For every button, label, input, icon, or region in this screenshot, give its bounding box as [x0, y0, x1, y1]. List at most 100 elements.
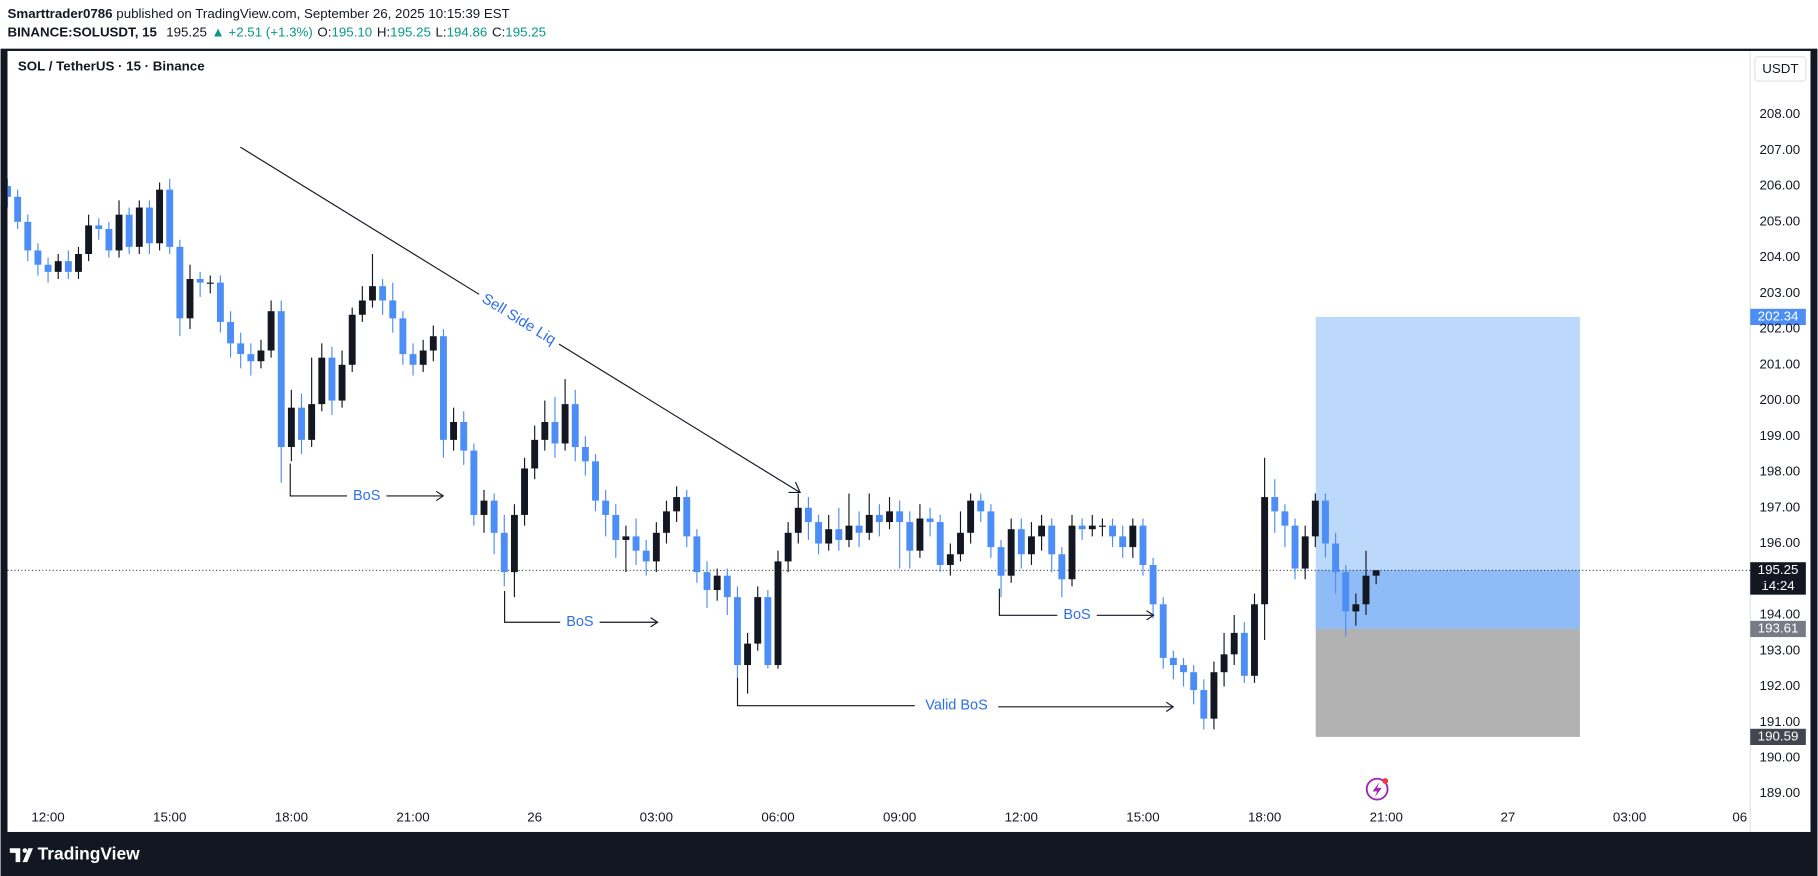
y-tick-label: 191.00	[1760, 714, 1801, 729]
candle-body	[1200, 690, 1208, 719]
candle-body	[571, 404, 579, 448]
x-tick-label: 15:00	[153, 810, 186, 825]
ohlc-value: 195.10	[332, 24, 373, 39]
x-tick-label: 21:00	[396, 810, 429, 825]
candle-body	[399, 318, 407, 355]
ohlc-value: 194.86	[447, 24, 488, 39]
annotation: Valid BoS	[925, 697, 987, 713]
candle-body	[318, 357, 326, 405]
x-tick-label: 03:00	[1613, 810, 1646, 825]
candle-body	[825, 529, 833, 544]
candle-body	[125, 214, 133, 247]
candle-body	[34, 250, 42, 265]
candle-body	[987, 511, 995, 548]
candle-body	[652, 532, 660, 562]
currency[interactable]: USDT	[1762, 61, 1798, 76]
flash-bolt[interactable]	[1372, 782, 1382, 798]
candle-body	[287, 407, 295, 448]
y-tick-label: 190.00	[1760, 749, 1801, 764]
annotation: BoS	[566, 614, 593, 630]
footer-brand: TradingView	[38, 844, 141, 864]
candle-body	[622, 536, 630, 540]
candle-body	[774, 561, 782, 666]
candle-body	[257, 350, 265, 362]
candle-body	[14, 196, 22, 222]
y-tick-label: 192.00	[1760, 678, 1801, 693]
candle-body	[186, 279, 194, 319]
candle-body	[145, 207, 153, 244]
candle-body	[663, 511, 670, 533]
candle-body	[7, 186, 11, 197]
flash-circle[interactable]	[1365, 777, 1389, 801]
candle-body	[1311, 500, 1319, 537]
candle-body	[561, 404, 569, 444]
bos-line	[998, 588, 1154, 616]
candle-body	[764, 597, 772, 666]
candle-body	[703, 572, 711, 590]
candle-body	[794, 507, 802, 533]
change: ▲ +2.51 (+1.3%)	[212, 24, 313, 39]
candle-body	[1078, 525, 1086, 530]
candle-body	[348, 314, 356, 365]
x-tick-label: 12:00	[31, 810, 64, 825]
candle-body	[1017, 529, 1025, 555]
candle-body	[429, 336, 437, 351]
y-tick-label: 208.00	[1760, 106, 1801, 121]
candle-body	[906, 522, 914, 551]
y-tick-label: 201.00	[1760, 356, 1801, 371]
candle-body	[1129, 525, 1137, 548]
countdown: 14:24	[1761, 578, 1795, 593]
candle-body	[1271, 497, 1279, 512]
flash-icon[interactable]	[1365, 777, 1389, 801]
plot	[7, 178, 1751, 737]
candle-body	[1190, 672, 1198, 691]
ohlc-label: L:	[436, 24, 447, 39]
arrow-head	[1165, 701, 1175, 712]
candle-body	[369, 286, 376, 301]
candle-body	[196, 279, 204, 283]
candle-body	[227, 321, 234, 344]
symbol: BINANCE:SOLUSDT, 15	[8, 24, 158, 39]
candle-body	[673, 497, 681, 512]
candle-body	[237, 343, 245, 355]
candle-body	[85, 225, 93, 255]
candle-body	[602, 500, 610, 515]
candle-body	[460, 421, 468, 451]
candle-body	[1281, 511, 1289, 526]
y-tick-label: 204.00	[1760, 249, 1801, 264]
candle-body	[1291, 525, 1299, 569]
arrow-head	[788, 481, 801, 494]
stop-zone	[1315, 628, 1580, 737]
flash-dot[interactable]	[1382, 778, 1389, 784]
open-profit-zone	[1315, 570, 1580, 629]
y-tick-label: 203.00	[1760, 285, 1801, 300]
candle-body	[926, 518, 934, 523]
annotation: BoS	[1063, 607, 1090, 623]
candle-body	[389, 300, 397, 319]
candle-body	[875, 514, 883, 523]
last-price: 195.25	[166, 24, 207, 39]
candle-body	[1332, 543, 1340, 573]
y-tick-label: 205.00	[1760, 213, 1801, 228]
candle-body	[328, 357, 336, 401]
y-tick-label: 200.00	[1760, 392, 1801, 407]
header-line: BINANCE:SOLUSDT, 15 195.25 ▲ +2.51 (+1.3%)…	[8, 24, 547, 39]
currency-box[interactable]	[1754, 56, 1807, 82]
candle-body	[744, 643, 752, 666]
candle-body	[977, 500, 985, 512]
candle-body	[1139, 525, 1147, 565]
candle-body	[936, 522, 944, 565]
stop-tag-bg	[1750, 728, 1806, 746]
current-price-tag: 195.25	[1758, 562, 1799, 577]
candle-body	[1210, 672, 1218, 719]
candle-body	[612, 514, 620, 540]
candle-body	[835, 529, 843, 540]
candle-body	[176, 246, 184, 319]
candle-body	[1007, 529, 1015, 576]
candle-body	[105, 228, 113, 251]
candle-body	[642, 550, 650, 562]
candle-body	[1352, 604, 1360, 612]
candle-body	[1169, 657, 1177, 666]
